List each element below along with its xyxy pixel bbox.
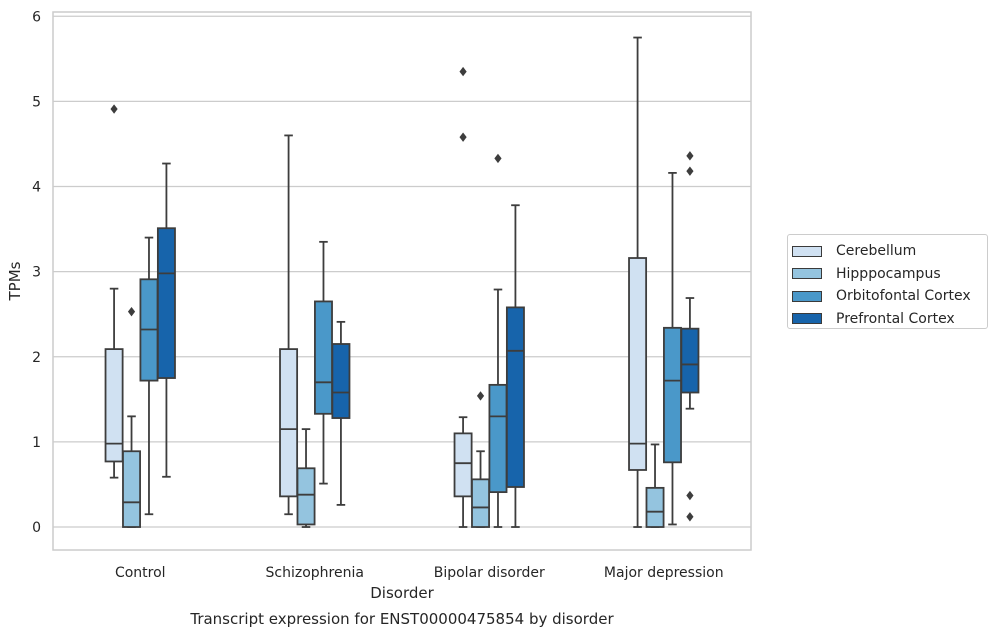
- y-tick-label: 3: [32, 265, 41, 281]
- outlier-point: [686, 151, 694, 161]
- box-1-1: [296, 428, 316, 528]
- box-body: [663, 326, 682, 464]
- y-axis-label: TPMs: [6, 261, 24, 301]
- x-tick-label: Control: [115, 565, 166, 581]
- box-body: [296, 467, 316, 526]
- legend-item-prefrontal-cortex: Prefrontal Cortex: [792, 308, 987, 331]
- box-body: [122, 450, 141, 528]
- box-body: [331, 343, 351, 419]
- legend-label-hippocampus: Hipppocampus: [836, 265, 941, 282]
- legend-label-prefrontal-cortex: Prefrontal Cortex: [836, 310, 955, 327]
- legend-label-cerebellum: Cerebellum: [836, 243, 917, 260]
- outlier-point: [686, 166, 694, 176]
- outlier-point: [127, 306, 136, 317]
- box-3-0: [628, 36, 648, 528]
- x-tick-label: Major depression: [604, 565, 724, 581]
- outlier-point: [459, 66, 467, 77]
- box-body: [156, 227, 176, 379]
- box-1-3: [331, 320, 351, 506]
- y-tick-label: 0: [32, 520, 41, 536]
- box-body: [680, 327, 700, 394]
- x-tick-label: Bipolar disorder: [434, 565, 545, 581]
- box-0-3: [156, 162, 176, 478]
- y-tick-label: 4: [32, 180, 41, 196]
- box-2-1: [471, 391, 490, 528]
- box-2-0: [453, 66, 473, 528]
- x-tick-label: Schizophrenia: [266, 565, 364, 581]
- outlier-point: [686, 512, 694, 522]
- legend-item-cerebellum: Cerebellum: [792, 240, 987, 263]
- x-axis-label: Disorder: [370, 584, 434, 602]
- box-body: [628, 257, 648, 471]
- box-1-0: [279, 134, 299, 516]
- box-0-0: [104, 104, 124, 479]
- box-body: [488, 383, 508, 494]
- legend-swatch-cerebellum: [792, 245, 822, 257]
- outlier-point: [459, 132, 467, 142]
- legend-swatch-orbitofrontal-cortex: [792, 290, 822, 302]
- box-body: [471, 478, 490, 528]
- legend-swatch-hippocampus: [792, 268, 822, 280]
- tick-labels: 0 1 2 3 4 5 6 Control Schizophrenia Bipolar disor…: [32, 9, 724, 581]
- box-3-1: [645, 443, 665, 528]
- y-tick-label: 5: [32, 94, 41, 110]
- legend-swatch-prefrontal-cortex: [792, 313, 822, 325]
- box-3-3: [680, 151, 700, 522]
- y-tick-label: 1: [32, 435, 41, 451]
- outlier-point: [476, 391, 485, 401]
- box-body: [279, 348, 299, 498]
- box-body: [645, 486, 665, 528]
- legend-label-orbitofrontal-cortex: Orbitofontal Cortex: [836, 288, 971, 305]
- box-body: [314, 300, 333, 415]
- outlier-point: [110, 104, 118, 114]
- box-body: [453, 432, 473, 498]
- legend: Cerebellum Hipppocampus Orbitofontal Cor…: [787, 234, 988, 329]
- box-0-1: [122, 306, 141, 528]
- box-body: [505, 306, 525, 488]
- legend-item-orbitofrontal-cortex: Orbitofontal Cortex: [792, 285, 987, 308]
- y-tick-label: 6: [32, 9, 41, 25]
- legend-item-hippocampus: Hipppocampus: [792, 263, 987, 286]
- y-tick-label: 2: [32, 350, 41, 366]
- box-2-3: [505, 204, 525, 528]
- boxes: [104, 36, 700, 528]
- box-3-2: [663, 171, 682, 526]
- chart-title: Transcript expression for ENST0000047585…: [189, 610, 614, 628]
- outlier-point: [686, 490, 694, 501]
- box-body: [104, 348, 124, 463]
- box-1-2: [314, 240, 333, 485]
- outlier-point: [494, 153, 502, 164]
